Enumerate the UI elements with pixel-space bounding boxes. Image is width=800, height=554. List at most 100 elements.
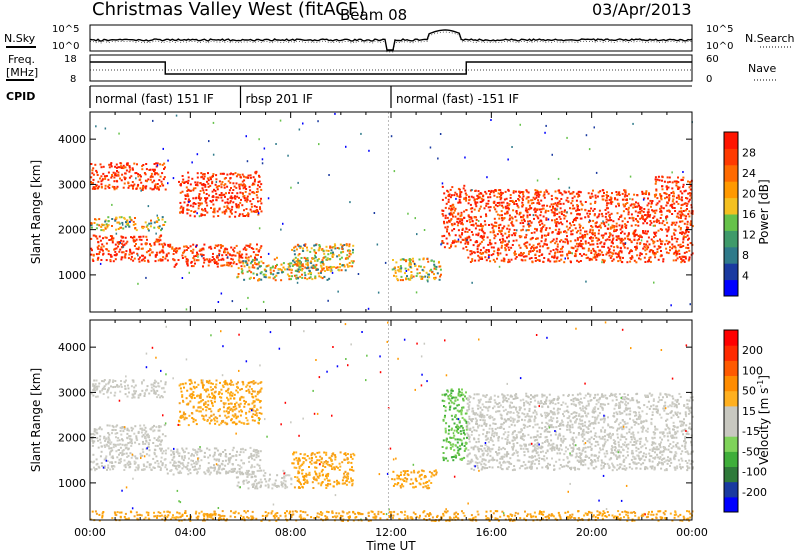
echo-cell: [472, 223, 475, 226]
echo-cell: [257, 455, 260, 458]
echo-cell: [475, 222, 477, 225]
echo-cell: [231, 258, 234, 261]
echo-cell: [596, 226, 599, 229]
echo-cell: [391, 268, 394, 271]
echo-cell: [560, 213, 563, 215]
echo-cell: [181, 257, 184, 259]
echo-cell: [487, 243, 490, 246]
echo-cell: [208, 396, 211, 399]
noise-cell: [568, 186, 571, 189]
echo-cell: [456, 195, 459, 197]
echo-cell: [526, 229, 529, 232]
echo-cell: [668, 198, 671, 201]
echo-cell: [297, 254, 300, 257]
echo-cell: [99, 248, 102, 251]
echo-cell: [211, 466, 214, 469]
echo-cell: [494, 235, 497, 238]
echo-cell: [505, 212, 508, 215]
echo-cell: [204, 402, 207, 405]
echo-cell: [119, 177, 121, 180]
echo-cell: [320, 270, 323, 273]
echo-cell: [301, 463, 304, 466]
echo-cell: [98, 224, 101, 227]
echo-cell: [192, 454, 195, 457]
echo-cell: [181, 175, 184, 177]
echo-cell: [290, 268, 293, 271]
echo-cell: [215, 192, 218, 195]
echo-cell: [613, 229, 616, 231]
echo-cell: [539, 223, 541, 226]
echo-cell: [226, 389, 229, 392]
echo-cell: [167, 243, 170, 246]
echo-cell: [301, 269, 303, 272]
echo-cell: [559, 248, 562, 251]
echo-cell: [447, 198, 450, 201]
echo-cell: [296, 261, 299, 264]
echo-cell: [223, 381, 226, 384]
echo-cell: [123, 464, 126, 467]
echo-cell: [475, 240, 478, 242]
echo-cell: [492, 231, 495, 234]
echo-cell: [563, 230, 565, 233]
echo-cell: [248, 185, 251, 188]
echo-cell: [195, 468, 198, 471]
echo-cell: [256, 190, 259, 193]
echo-cell: [102, 172, 105, 175]
echo-cell: [105, 242, 108, 245]
echo-cell: [113, 465, 116, 468]
echo-cell: [98, 253, 100, 255]
echo-cell: [243, 184, 246, 187]
echo-cell: [135, 435, 138, 438]
echo-cell: [668, 210, 671, 213]
echo-cell: [315, 251, 317, 254]
echo-cell: [290, 271, 293, 274]
echo-cell: [258, 464, 261, 467]
echo-cell: [601, 245, 604, 248]
echo-cell: [680, 196, 683, 199]
echo-cell: [184, 255, 187, 258]
echo-cell: [550, 194, 553, 197]
echo-cell: [474, 241, 477, 244]
echo-cell: [111, 465, 113, 468]
echo-cell: [135, 243, 137, 245]
echo-cell: [225, 410, 228, 413]
echo-cell: [655, 209, 658, 212]
echo-cell: [238, 261, 241, 264]
echo-cell: [216, 265, 219, 268]
echo-cell: [115, 163, 118, 166]
echo-cell: [256, 243, 258, 246]
echo-cell: [689, 223, 692, 226]
echo-cell: [203, 402, 206, 405]
echo-cell: [676, 252, 678, 255]
echo-cell: [227, 457, 230, 460]
echo-cell: [292, 259, 294, 262]
echo-cell: [105, 175, 108, 177]
echo-cell: [173, 455, 176, 458]
echo-cell: [135, 437, 138, 439]
cpid-segment-label: normal (fast) -151 IF: [396, 92, 519, 106]
echo-cell: [166, 472, 169, 475]
echo-cell: [488, 250, 490, 253]
echo-cell: [655, 194, 657, 197]
echo-cell: [213, 397, 216, 400]
echo-cell: [538, 208, 541, 211]
echo-cell: [234, 403, 236, 406]
echo-cell: [497, 254, 500, 257]
echo-cell: [241, 380, 244, 383]
echo-cell: [130, 426, 133, 429]
echo-cell: [464, 192, 467, 195]
echo-cell: [184, 382, 187, 385]
echo-cell: [656, 251, 659, 253]
echo-cell: [90, 468, 93, 471]
echo-cell: [276, 485, 278, 488]
noise-cell: [689, 303, 691, 306]
echo-cell: [252, 176, 255, 179]
echo-cell: [140, 431, 143, 434]
echo-cell: [257, 450, 260, 453]
echo-cell: [192, 420, 195, 423]
echo-cell: [544, 209, 547, 212]
echo-cell: [555, 223, 558, 225]
echo-cell: [615, 228, 618, 231]
echo-cell: [137, 467, 140, 470]
echo-cell: [587, 247, 590, 250]
